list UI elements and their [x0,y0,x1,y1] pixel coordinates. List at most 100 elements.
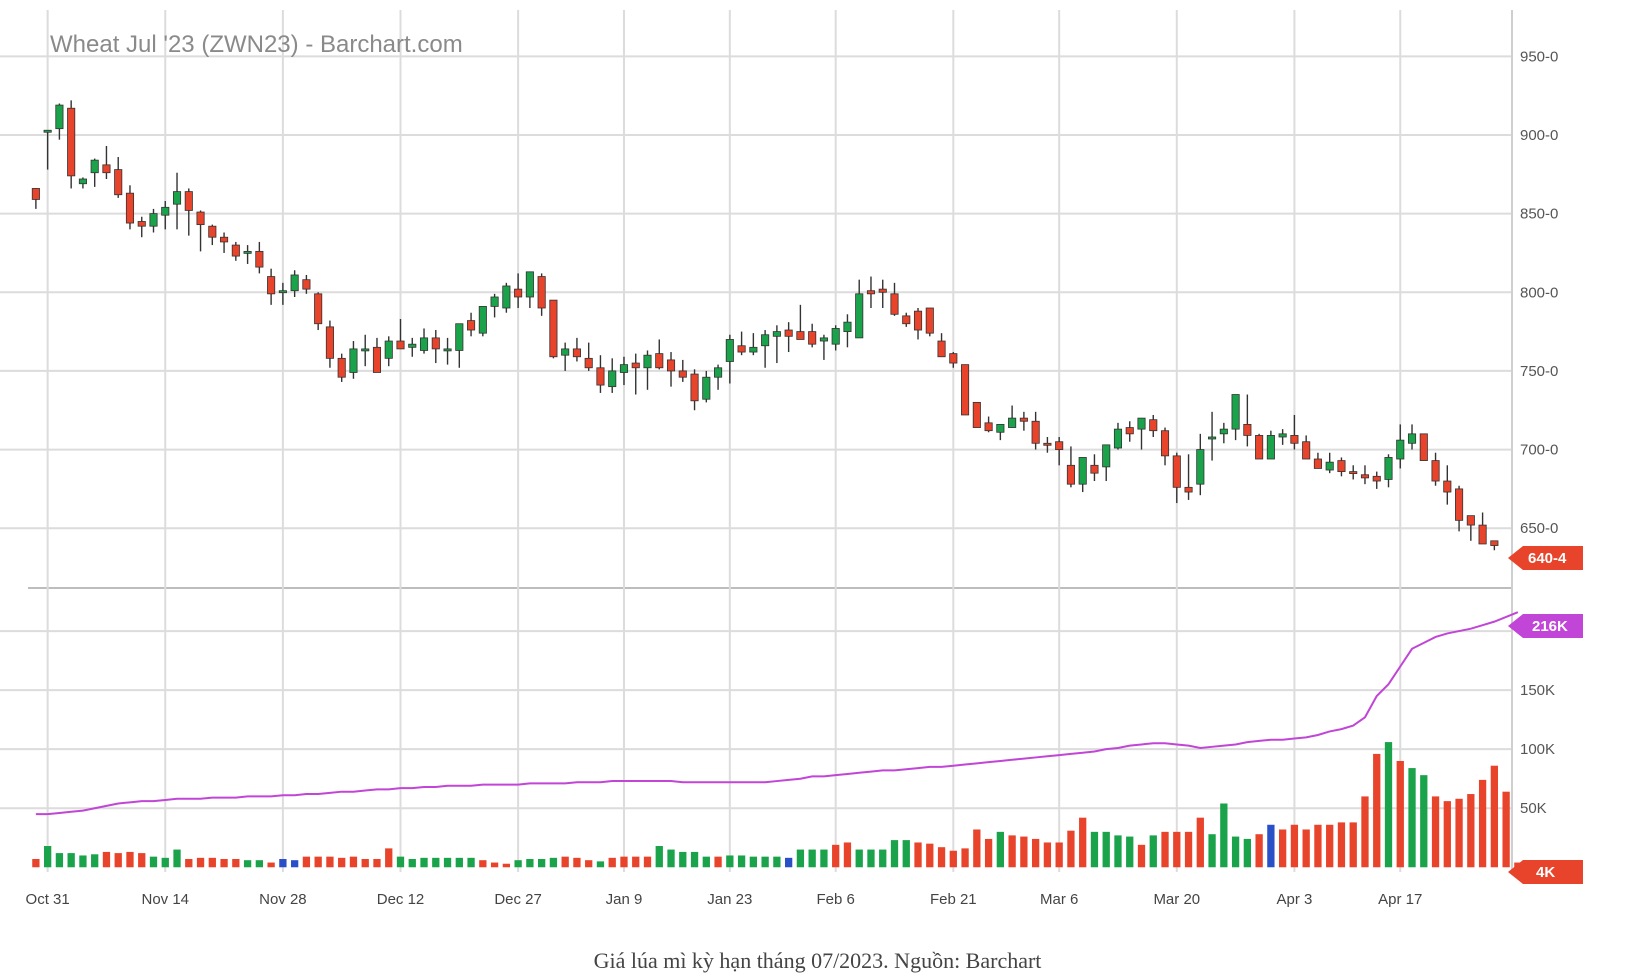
volume-bar [1267,824,1275,868]
price-tick-label: 850-0 [1520,206,1558,223]
candle-body [467,320,476,331]
candle-body [514,288,523,298]
volume-bar [55,853,64,868]
candle-body [737,345,746,353]
volume-bar [43,846,52,868]
volume-bar [514,860,522,868]
volume-bar [1490,765,1499,868]
volume-bar [1290,824,1299,868]
volume-tick-label: 50K [1520,800,1547,817]
candle-body [196,211,205,226]
volume-bar [667,849,675,868]
last-line-label: 216K [1532,618,1568,635]
candle-body [31,188,40,200]
date-tick-label: Nov 14 [141,891,189,908]
volume-bar [1302,829,1310,868]
candle-body [1031,420,1040,444]
volume-bar [1443,801,1451,868]
date-tick-label: Mar 6 [1040,891,1078,908]
candle-body [1125,427,1134,435]
volume-bar [773,856,781,868]
volume-bar [726,855,734,868]
candle-body [1349,471,1358,474]
candle-body [1184,486,1193,493]
last-volume-label: 4K [1536,864,1555,881]
volume-bar [632,856,640,868]
volume-bar [1231,836,1240,868]
date-tick-label: Mar 20 [1153,891,1200,908]
last-line-badge: 216K [1508,614,1583,638]
volume-bar [879,849,887,868]
candle-body [608,370,617,388]
volume-bar [937,847,946,868]
volume-bar [479,860,487,868]
volume-bar [1149,835,1157,868]
candle-body [1360,474,1370,479]
volume-bar [808,849,816,868]
price-tick-label: 950-0 [1520,48,1558,65]
volume-bar [420,857,428,868]
candle-body [572,348,581,358]
candle-body [1431,460,1440,482]
candle-body [431,337,440,350]
candle-body [655,353,664,369]
candle-body [184,191,193,211]
candle-body [619,364,629,373]
volume-bar [1337,822,1346,868]
volume-bar [1396,760,1404,868]
candlestick-series [31,100,1499,551]
date-tick-label: Oct 31 [26,891,70,908]
candle-body [161,206,170,216]
candle-body [502,285,511,309]
volume-bar [1208,834,1216,868]
candle-body [1208,436,1217,440]
volume-bar [820,849,828,868]
volume-bar [267,862,275,868]
volume-bar [1278,829,1287,868]
volume-bar [208,857,216,868]
volume-tick-label: 150K [1520,682,1555,699]
volume-bar [1373,753,1381,868]
candle-body [408,343,417,348]
volume-bar [890,840,899,868]
candle-body [290,274,299,292]
candle-body [525,271,534,298]
volume-bar [796,849,805,868]
volume-bar [926,843,934,868]
candle-body [302,279,311,290]
candle-body [67,107,76,177]
volume-bar [432,857,440,868]
candle-body [961,364,970,416]
candle-body [337,357,346,378]
volume-bar [643,856,652,868]
candle-body [1396,439,1405,460]
candle-body [702,376,711,400]
candle-body [1478,524,1487,545]
date-tick-label: Feb 21 [930,891,977,908]
volume-bar [549,857,558,868]
candle-body [137,221,146,227]
volume-bar [232,859,240,868]
volume-bar [1220,803,1228,868]
volume-bar [396,856,405,868]
volume-bar [467,857,475,868]
volume-bar [1020,836,1028,868]
volume-bar [149,856,158,868]
candle-body [1078,457,1087,485]
candle-body [172,191,182,205]
volume-bar [961,848,969,868]
price-tick-label: 900-0 [1520,127,1558,144]
volume-bar [573,857,581,868]
candle-body [772,331,781,337]
candle-body [1019,417,1028,422]
candle-body [1302,441,1311,460]
volume-bar [655,846,663,868]
candle-body [819,337,828,342]
volume-bar [138,853,146,868]
candle-body [1278,433,1287,438]
volume-bar [902,840,910,868]
volume-bar [784,857,793,868]
volume-bar [67,853,75,868]
candle-body [43,129,52,133]
volume-bar [502,863,511,868]
